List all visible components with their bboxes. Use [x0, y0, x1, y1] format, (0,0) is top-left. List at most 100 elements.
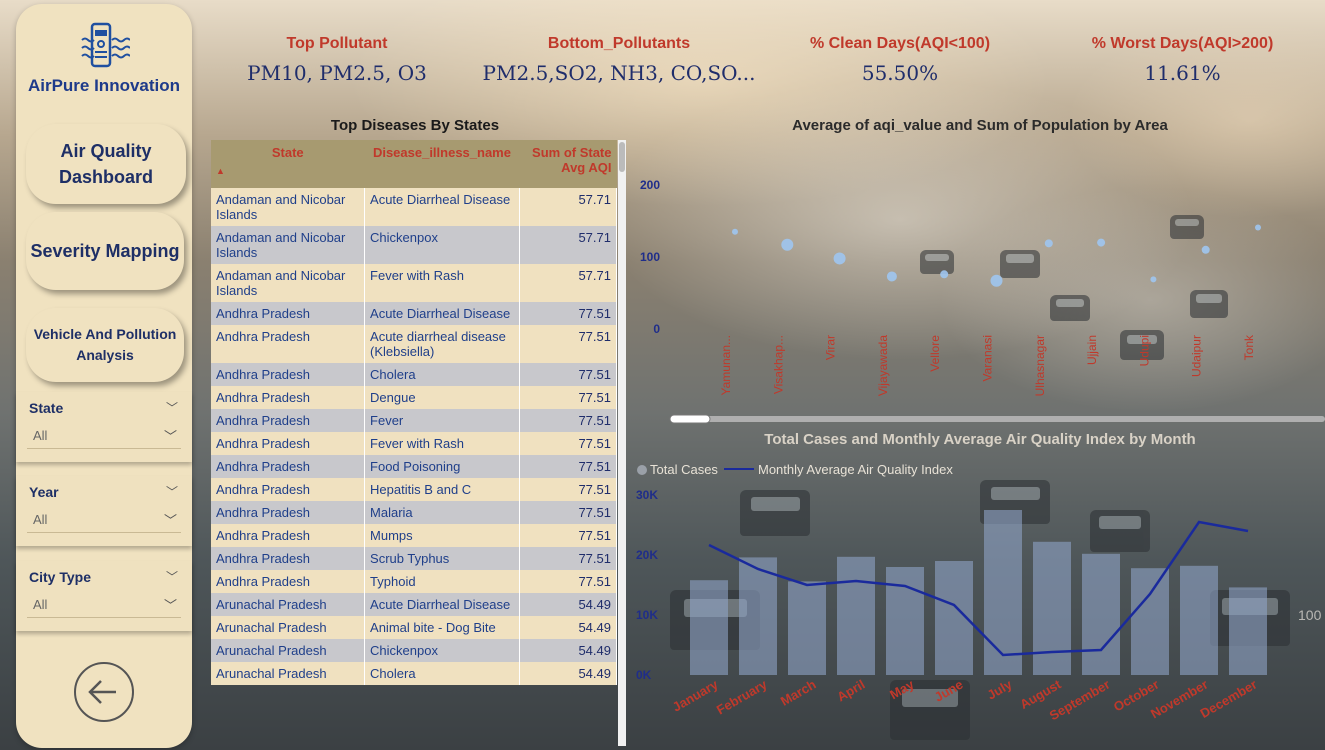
cell-disease: Chickenpox	[364, 639, 520, 662]
column-header-state[interactable]: State ▲	[211, 140, 365, 188]
city-type-slicer-label: City Type	[29, 569, 91, 585]
kpi-value: PM10, PM2.5, O3	[247, 61, 427, 85]
nav-severity-mapping-button[interactable]: Severity Mapping	[26, 212, 184, 290]
state-slicer: State ﹀ All ﹀	[16, 392, 192, 462]
cell-state: Andhra Pradesh	[211, 478, 366, 501]
chevron-down-icon: ﹀	[163, 514, 177, 529]
cell-disease: Cholera	[364, 662, 520, 685]
bar-total-cases	[1229, 587, 1267, 675]
table-row[interactable]: Andhra Pradesh Malaria 77.51	[211, 501, 617, 524]
kpi-title: % Worst Days(AQI>200)	[1091, 35, 1274, 52]
table-row[interactable]: Arunachal Pradesh Animal bite - Dog Bite 5…	[211, 616, 617, 639]
kpi-value: 55.50%	[861, 61, 939, 85]
table-row[interactable]: Andhra Pradesh Dengue 77.51	[211, 386, 617, 409]
year-slicer: Year ﹀ All ﹀	[16, 476, 192, 546]
scatter-point	[1255, 224, 1261, 231]
city-type-dropdown[interactable]: All ﹀	[27, 591, 181, 618]
state-dropdown[interactable]: All ﹀	[27, 422, 181, 449]
chevron-down-icon: ﹀	[163, 430, 177, 445]
cell-state: Andhra Pradesh	[211, 455, 366, 478]
table-title: Top Diseases By States	[330, 117, 500, 134]
air-purifier-icon	[81, 22, 130, 68]
x-tick-label: February	[714, 676, 770, 717]
x-tick-label: Ujjain	[1085, 335, 1099, 365]
table-row[interactable]: Andhra Pradesh Food Poisoning 77.51	[211, 455, 617, 478]
year-dropdown-value: All	[33, 512, 48, 527]
table-row[interactable]: Arunachal Pradesh Acute Diarrheal Disease…	[211, 593, 617, 616]
table-row[interactable]: Arunachal Pradesh Chickenpox 54.49	[211, 639, 617, 662]
kpi-value: 11.61%	[1144, 61, 1221, 85]
combo-chart-title: Total Cases and Monthly Average Air Qual…	[764, 431, 1196, 448]
y-tick-label: 10K	[636, 608, 658, 622]
nav-air-quality-dashboard-button[interactable]: Air Quality Dashboard	[26, 124, 186, 204]
table-row[interactable]: Andhra Pradesh Acute diarrheal disease (K…	[211, 325, 617, 363]
bar-total-cases	[788, 581, 826, 675]
back-button[interactable]	[74, 662, 134, 722]
table-row[interactable]: Andhra Pradesh Hepatitis B and C 77.51	[211, 478, 617, 501]
table-row[interactable]: Andhra Pradesh Fever with Rash 77.51	[211, 432, 617, 455]
cell-disease: Fever with Rash	[364, 432, 520, 455]
table-row[interactable]: Andhra Pradesh Acute Diarrheal Disease 77.…	[211, 302, 617, 325]
table-row[interactable]: Andaman and Nicobar Islands Chickenpox 57.…	[211, 226, 617, 264]
y-tick-label: 100	[640, 250, 660, 264]
table-scrollbar[interactable]	[618, 140, 626, 746]
scatter-point	[1044, 239, 1053, 248]
cell-avg-aqi: 77.51	[519, 501, 617, 524]
background-car	[1190, 290, 1228, 318]
x-tick-label: Udaipur	[1190, 335, 1204, 377]
table-row[interactable]: Andhra Pradesh Mumps 77.51	[211, 524, 617, 547]
legend-label: Monthly Average Air Quality Index	[758, 462, 953, 477]
x-tick-label: Yamunan...	[719, 335, 733, 395]
table-row[interactable]: Andhra Pradesh Fever 77.51	[211, 409, 617, 432]
year-slicer-label: Year	[29, 484, 59, 500]
kpi-clean-days: % Clean Days(AQI<100) 55.50%	[790, 35, 1010, 85]
column-header-label: Sum of State Avg AQI	[532, 145, 612, 175]
scrollbar-thumb[interactable]	[619, 142, 625, 172]
legend-label: Total Cases	[650, 462, 718, 477]
table-row[interactable]: Andaman and Nicobar Islands Acute Diarrhe…	[211, 188, 617, 226]
table-row[interactable]: Andhra Pradesh Typhoid 77.51	[211, 570, 617, 593]
background-car	[1000, 250, 1040, 278]
table-row[interactable]: Arunachal Pradesh Cholera 54.49	[211, 662, 617, 685]
x-tick-label: Ulhasnagar	[1033, 335, 1047, 396]
kpi-value: PM2.5,SO2, NH3, CO,SO...	[482, 61, 756, 85]
table-row[interactable]: Andhra Pradesh Cholera 77.51	[211, 363, 617, 386]
chevron-down-icon[interactable]: ﹀	[165, 570, 178, 584]
nav-vehicle-pollution-button[interactable]: Vehicle And Pollution Analysis	[26, 308, 184, 382]
city-type-slicer: City Type ﹀ All ﹀	[16, 561, 192, 631]
y-tick-label: 0K	[636, 668, 652, 682]
cell-avg-aqi: 77.51	[519, 386, 617, 409]
column-header-disease[interactable]: Disease_illness_name	[364, 140, 520, 188]
chevron-down-icon[interactable]: ﹀	[165, 485, 178, 499]
cell-disease: Mumps	[364, 524, 520, 547]
table-row[interactable]: Andhra Pradesh Scrub Typhus 77.51	[211, 547, 617, 570]
scatter-point	[1201, 245, 1210, 254]
x-tick-label: July	[984, 676, 1015, 702]
column-header-avg-aqi[interactable]: Sum of State Avg AQI	[519, 140, 617, 188]
cell-disease: Hepatitis B and C	[364, 478, 520, 501]
scatter-point	[781, 238, 794, 251]
kpi-worst-days: % Worst Days(AQI>200) 11.61%	[1070, 35, 1295, 85]
diseases-table[interactable]: State ▲ Disease_illness_name Sum of Stat…	[211, 140, 617, 746]
cell-avg-aqi: 77.51	[519, 547, 617, 570]
sort-ascending-icon: ▲	[216, 166, 225, 176]
cell-disease: Animal bite - Dog Bite	[364, 616, 520, 639]
table-row[interactable]: Andaman and Nicobar Islands Fever with Ra…	[211, 264, 617, 302]
y-tick-label: 200	[640, 178, 660, 192]
bar-total-cases	[1033, 541, 1071, 675]
background-car	[1120, 330, 1164, 360]
bar-total-cases	[1180, 565, 1218, 675]
bar-total-cases	[886, 567, 924, 675]
arrow-left-icon	[88, 680, 116, 704]
year-dropdown[interactable]: All ﹀	[27, 506, 181, 533]
cell-disease: Chickenpox	[364, 226, 520, 264]
bar-total-cases	[739, 557, 777, 675]
scatter-point	[732, 228, 738, 235]
background-car	[1050, 295, 1090, 321]
cell-avg-aqi: 57.71	[519, 226, 617, 264]
chevron-down-icon[interactable]: ﹀	[165, 401, 178, 415]
chart-scrollbar	[670, 416, 1325, 422]
background-car	[1090, 510, 1150, 552]
column-header-label: State	[271, 145, 304, 160]
chevron-down-icon: ﹀	[163, 599, 177, 614]
